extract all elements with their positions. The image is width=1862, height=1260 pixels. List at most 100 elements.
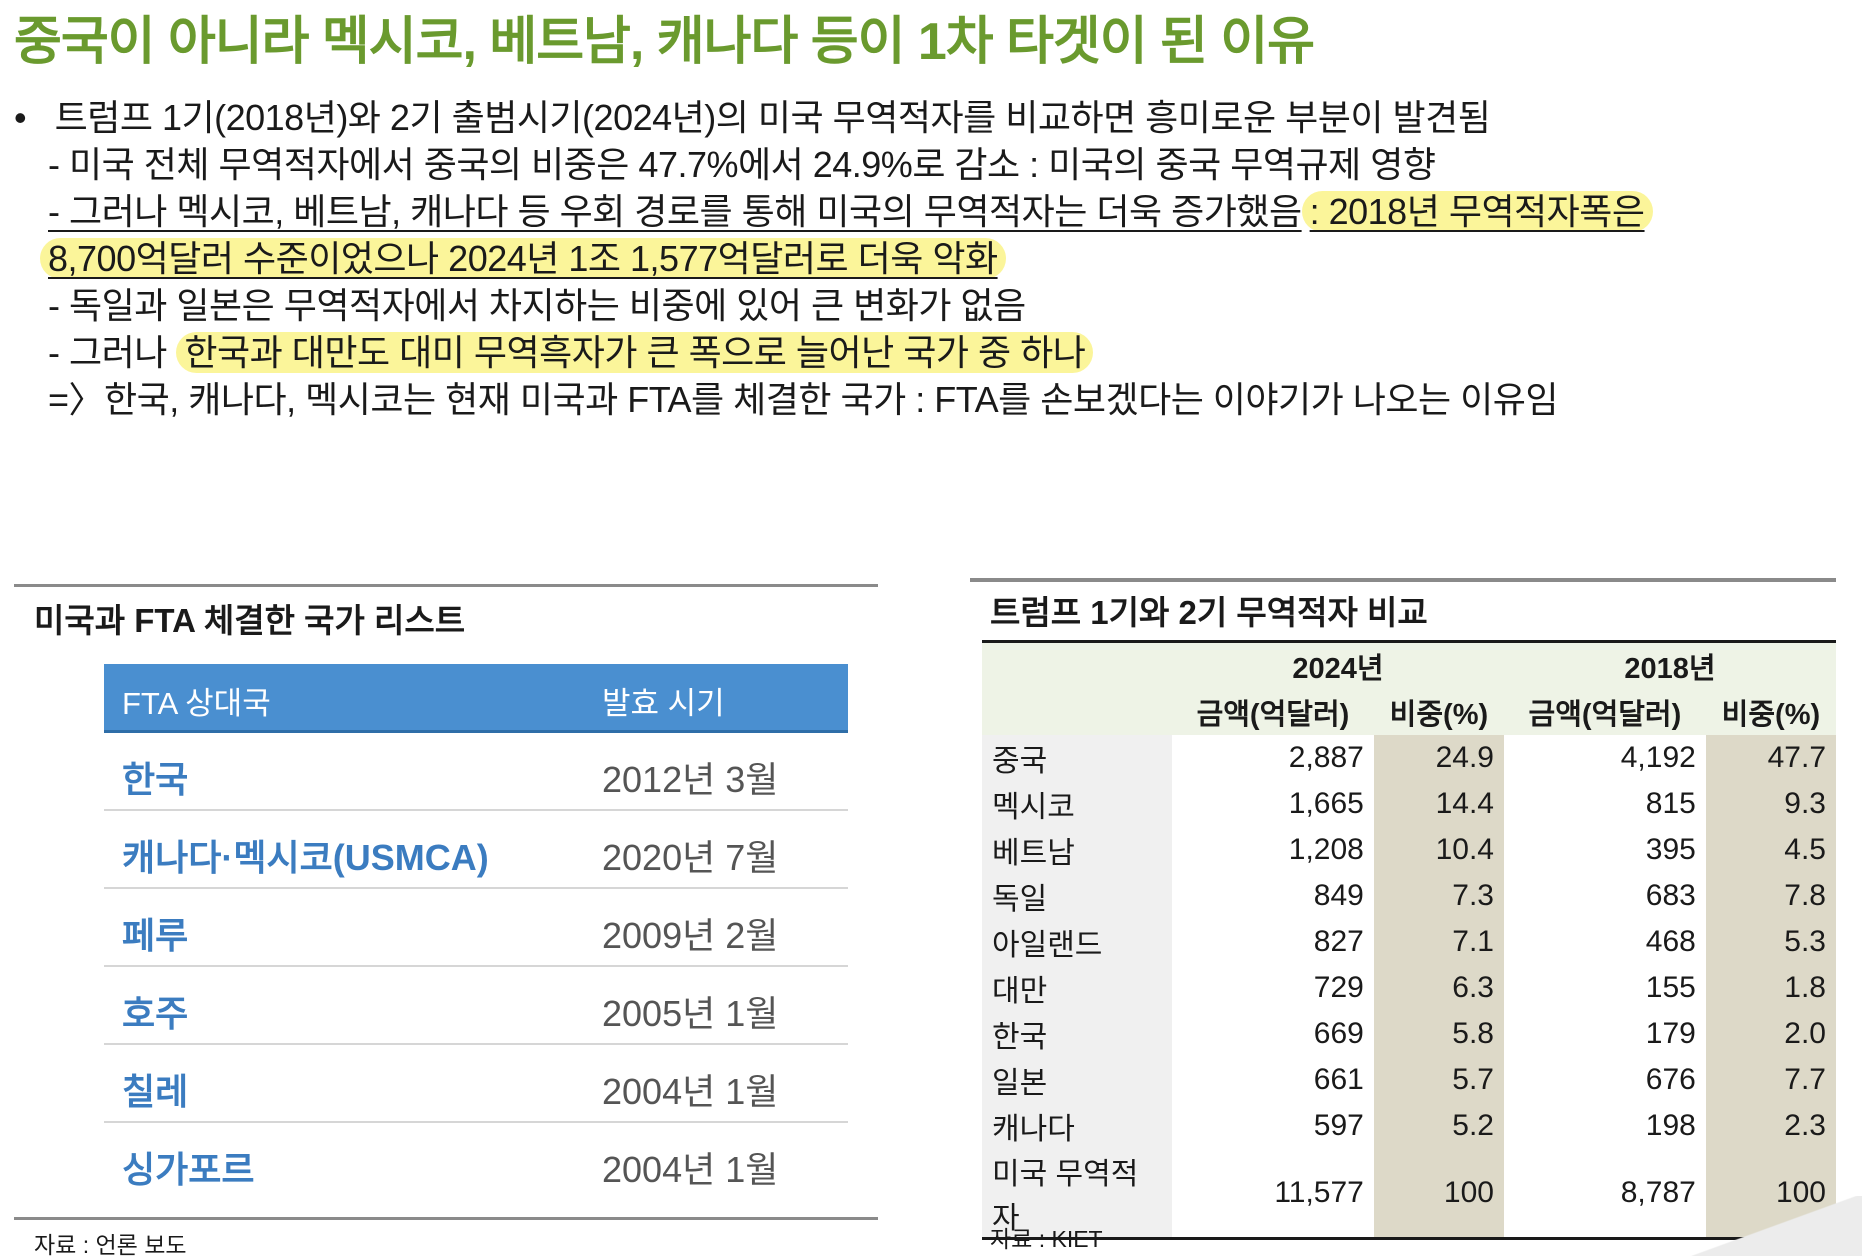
share-2024-cell: 5.8 xyxy=(1373,1011,1504,1057)
share-2018-cell: 7.8 xyxy=(1705,873,1836,919)
amount-2024-cell: 827 xyxy=(1313,925,1364,958)
share-2024-cell: 10.4 xyxy=(1373,827,1504,873)
panel-bottom-rule xyxy=(14,1217,878,1220)
share-2018-cell: 1.8 xyxy=(1705,965,1836,1011)
country-cell: 베트남 xyxy=(982,827,1172,873)
bullet-4: - 독일과 일본은 무역적자에서 차지하는 비중에 있어 큰 변화가 없음 xyxy=(48,285,1026,326)
share-2018-cell: 9.3 xyxy=(1705,781,1836,827)
table-year-header-row: 2024년 2018년 xyxy=(982,641,1836,689)
share-2018-cell: 5.3 xyxy=(1705,919,1836,965)
share-2018-cell: 2.0 xyxy=(1705,1011,1836,1057)
fta-effective-date: 2004년 1월 xyxy=(602,1071,779,1112)
share-2024-cell: 5.7 xyxy=(1373,1057,1504,1103)
table-subheader-row: 금액(억달러) 비중(%) 금액(억달러) 비중(%) xyxy=(982,689,1836,735)
header-blank xyxy=(982,641,1172,689)
fta-effective-date: 2009년 2월 xyxy=(602,915,779,956)
share-2024-cell: 6.3 xyxy=(1373,965,1504,1011)
country-cell: 대만 xyxy=(982,965,1172,1011)
fta-effective-date: 2020년 7월 xyxy=(602,837,779,878)
fta-effective-date: 2012년 3월 xyxy=(602,759,779,800)
subheader-amount-2024: 금액(억달러) xyxy=(1172,689,1374,735)
table-row: 아일랜드 827 7.1 468 5.3 xyxy=(982,919,1836,965)
share-2024-cell: 7.1 xyxy=(1373,919,1504,965)
country-cell: 독일 xyxy=(982,873,1172,919)
amount-2018-cell: 468 xyxy=(1645,925,1696,958)
table-row: 캐나다·멕시코(USMCA) 2020년 7월 xyxy=(104,811,848,889)
year-header-2018: 2018년 xyxy=(1503,641,1836,689)
fta-header-partner: FTA 상대국 xyxy=(122,686,271,721)
bullet-1-text: 트럼프 1기(2018년)와 2기 출범시기(2024년)의 미국 무역적자를 … xyxy=(54,97,1491,138)
bullet-3-underlined: - 그러나 멕시코, 베트남, 캐나다 등 우회 경로를 통해 미국의 무역적자… xyxy=(48,191,1302,232)
fta-partner: 페루 xyxy=(122,915,189,956)
amount-2018-cell: 815 xyxy=(1645,787,1696,820)
amount-2024-cell: 1,665 xyxy=(1288,787,1364,820)
trade-deficit-title: 트럼프 1기와 2기 무역적자 비교 xyxy=(990,594,1428,631)
bullet-5-lead: - 그러나 xyxy=(48,332,167,373)
share-2018-cell: 47.7 xyxy=(1705,735,1836,781)
country-cell: 캐나다 xyxy=(982,1103,1172,1149)
trade-deficit-table: 2024년 2018년 금액(억달러) 비중(%) 금액(억달러) 비중(%) … xyxy=(982,640,1836,1240)
bullet-5: - 그러나 한국과 대만도 대미 무역흑자가 큰 폭으로 늘어난 국가 중 하나 xyxy=(48,327,1094,379)
bullet-3: - 그러나 멕시코, 베트남, 캐나다 등 우회 경로를 통해 미국의 무역적자… xyxy=(48,186,1653,238)
fta-table: FTA 상대국 발효 시기 한국 2012년 3월 캐나다·멕시코(USMCA)… xyxy=(104,664,848,1199)
amount-2024-cell: 729 xyxy=(1313,971,1364,1004)
year-header-2024: 2024년 xyxy=(1172,641,1504,689)
table-row: 호주 2005년 1월 xyxy=(104,967,848,1045)
amount-2018-cell: 179 xyxy=(1645,1017,1696,1050)
share-2024-cell: 14.4 xyxy=(1373,781,1504,827)
table-row: 싱가포르 2004년 1월 xyxy=(104,1123,848,1199)
table-row: 대만 729 6.3 155 1.8 xyxy=(982,965,1836,1011)
bullet-3-highlight-continued: 8,700억달러 수준이었으나 2024년 1조 1,577억달러로 더욱 악화 xyxy=(40,238,1006,279)
share-2018-cell: 7.7 xyxy=(1705,1057,1836,1103)
fta-table-header: FTA 상대국 발효 시기 xyxy=(104,664,848,733)
amount-2024-cell: 661 xyxy=(1313,1063,1364,1096)
fta-list-title: 미국과 FTA 체결한 국가 리스트 xyxy=(34,602,466,639)
page-title: 중국이 아니라 멕시코, 베트남, 캐나다 등이 1차 타겟이 된 이유 xyxy=(14,13,1315,71)
country-cell: 한국 xyxy=(982,1011,1172,1057)
table-row: 캐나다 597 5.2 198 2.3 xyxy=(982,1103,1836,1149)
fta-partner: 호주 xyxy=(122,993,189,1034)
bullet-3-highlight: : 2018년 무역적자폭은 xyxy=(1301,191,1653,232)
amount-2024-cell: 669 xyxy=(1313,1017,1364,1050)
amount-2018-cell: 683 xyxy=(1645,879,1696,912)
amount-2024-cell: 849 xyxy=(1313,879,1364,912)
panel-top-rule xyxy=(14,584,878,587)
share-2024-cell: 100 xyxy=(1373,1149,1504,1239)
fta-partner: 칠레 xyxy=(122,1071,189,1112)
amount-2018-cell: 395 xyxy=(1645,833,1696,866)
country-cell: 일본 xyxy=(982,1057,1172,1103)
table-row: 독일 849 7.3 683 7.8 xyxy=(982,873,1836,919)
amount-2024-cell: 1,208 xyxy=(1288,833,1364,866)
fta-source-note: 자료 : 언론 보도 xyxy=(34,1232,187,1258)
bullet-2: - 미국 전체 무역적자에서 중국의 비중은 47.7%에서 24.9%로 감소… xyxy=(48,144,1436,185)
table-row: 멕시코 1,665 14.4 815 9.3 xyxy=(982,781,1836,827)
share-2024-cell: 7.3 xyxy=(1373,873,1504,919)
table-row: 칠레 2004년 1월 xyxy=(104,1045,848,1123)
bullet-6: =〉한국, 캐나다, 멕시코는 현재 미국과 FTA를 체결한 국가 : FTA… xyxy=(48,379,1559,420)
country-cell: 아일랜드 xyxy=(982,919,1172,965)
table-row: 페루 2009년 2월 xyxy=(104,889,848,967)
share-2024-cell: 24.9 xyxy=(1373,735,1504,781)
fta-effective-date: 2004년 1월 xyxy=(602,1149,779,1190)
fta-header-effective-date: 발효 시기 xyxy=(602,686,725,721)
amount-2024-cell: 597 xyxy=(1313,1109,1364,1142)
subheader-share-2018: 비중(%) xyxy=(1705,689,1836,735)
bullet-mark: • xyxy=(14,97,27,138)
country-cell: 중국 xyxy=(982,735,1172,781)
corner-decoration xyxy=(1682,1196,1862,1256)
bullet-5-highlight: 한국과 대만도 대미 무역흑자가 큰 폭으로 늘어난 국가 중 하나 xyxy=(176,332,1094,373)
share-2018-cell: 2.3 xyxy=(1705,1103,1836,1149)
table-row: 일본 661 5.7 676 7.7 xyxy=(982,1057,1836,1103)
fta-effective-date: 2005년 1월 xyxy=(602,993,779,1034)
bullet-1: • 트럼프 1기(2018년)와 2기 출범시기(2024년)의 미국 무역적자… xyxy=(14,92,1491,144)
trade-deficit-panel: 트럼프 1기와 2기 무역적자 비교 2024년 2018년 금액(억달러) 비… xyxy=(970,578,1836,1240)
fta-partner: 한국 xyxy=(122,759,189,800)
trade-source-note: 자료 : KIET xyxy=(990,1226,1103,1252)
bullet-3-continued: 8,700억달러 수준이었으나 2024년 1조 1,577억달러로 더욱 악화 xyxy=(40,233,1006,285)
amount-2024-cell: 11,577 xyxy=(1274,1176,1364,1209)
header-blank xyxy=(982,689,1172,735)
panel-top-rule xyxy=(970,578,1836,582)
table-row: 중국 2,887 24.9 4,192 47.7 xyxy=(982,735,1836,781)
subheader-amount-2018: 금액(억달러) xyxy=(1503,689,1706,735)
amount-2024-cell: 2,887 xyxy=(1288,741,1364,774)
